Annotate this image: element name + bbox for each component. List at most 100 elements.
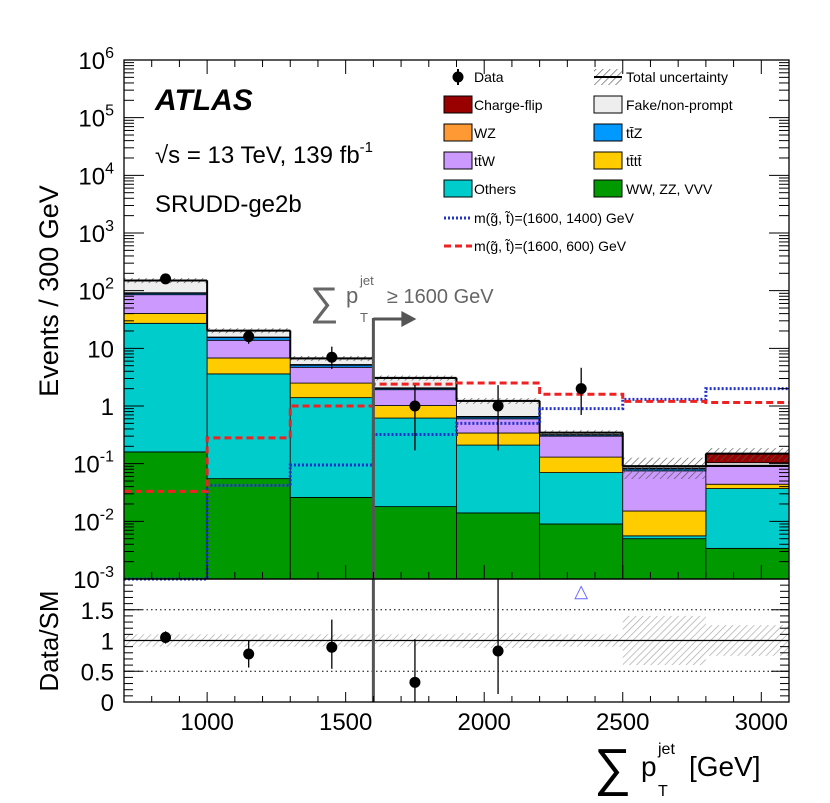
y-tick-exp-1: -2 [100,506,114,523]
energy-label: √s = 13 TeV, 139 fb-1 [155,139,373,169]
legend-signal1-label: m(g̃, t̃)=(1600, 1400) GeV [474,210,635,226]
ratio-reference-lines [124,609,789,672]
cut-sum: ∑ [310,280,339,324]
legend-tttt-label: tt̄tt̄ [626,153,642,169]
uncertainty-bin-6 [622,457,706,479]
bar-1-7 [705,488,790,549]
legend-fake-label: Fake/non-prompt [626,97,733,113]
bar-0-4 [456,512,541,580]
bar-1-6 [622,535,707,540]
y-tick-base-3: 1 [101,394,114,421]
y-tick-base-2: 10 [73,452,100,479]
ratio-offscale-marker: △ [574,581,588,601]
legend-wz-swatch [443,123,473,142]
y-tick-exp-7: 4 [105,160,114,177]
bar-2-6 [622,510,707,537]
y-tick-base-1: 10 [73,509,100,536]
y-tick-base-4: 10 [87,336,114,363]
cut-annotation: ∑ p jet T ≥ 1600 GeV [310,273,494,325]
data-point-3 [409,400,421,412]
x-title-unit: [GeV] [689,751,761,782]
bar-0-3 [372,506,457,580]
ratio-y-axis-label: Data/SM [34,590,64,691]
energy-superscript: -1 [360,139,373,156]
cut-text: ≥ 1600 GeV [387,286,494,308]
x-axis-title: ∑ p jet T [GeV] [594,739,761,800]
y-tick-label-8: 105 [78,103,114,133]
bar-0-5 [539,523,624,580]
legend-ttz-label: tt̄Z [626,125,643,141]
signal-lines [124,381,789,581]
bar-1-0 [123,322,208,453]
y-tick-label-9: 106 [78,45,114,75]
x-tick-label-0: 1000 [180,709,233,736]
ratio-tick-label-3: 1.5 [81,598,114,625]
data-point-1 [243,331,255,343]
legend-chargeflip-label: Charge-flip [474,97,543,113]
x-tick-labels: 1000 1500 2000 2500 3000 [180,709,788,736]
cut-sub: T [360,310,368,325]
legend-fake-swatch [593,95,623,114]
y-tick-exp-5: 2 [105,276,114,293]
bar-0-1 [206,478,291,580]
y-tick-label-5: 102 [78,276,114,306]
bar-0-6 [622,538,707,580]
y-tick-exp-6: 3 [105,218,114,235]
signal-line-1 [124,381,789,493]
bar-1-5 [539,472,624,525]
x-tick-label-4: 3000 [735,709,788,736]
ratio-point-3 [409,676,421,688]
legend: Data Total uncertainty Charge-flip Fake/… [443,69,733,254]
y-tick-base-7: 10 [78,163,105,190]
ratio-point-4 [492,645,504,657]
ratio-point-2 [326,641,338,653]
data-point-5 [575,383,587,395]
data-points [160,273,587,451]
y-tick-base-6: 10 [78,221,105,248]
data-point-2 [326,351,338,363]
ratio-tick-label-0: 0 [101,690,114,717]
legend-vv-swatch [593,179,623,198]
cut-sup: jet [359,273,374,288]
bar-1-4 [456,444,541,514]
y-tick-label-1: 10-2 [73,506,114,536]
legend-others-label: Others [474,181,516,197]
bar-3-5 [539,435,624,458]
x-tick-label-2: 2000 [458,709,511,736]
bar-2-1 [206,357,291,375]
legend-ttw-label: tt̄W [474,153,496,169]
legend-signal2-label: m(g̃, t̃)=(1600, 600) GeV [474,238,627,254]
legend-others-swatch [443,179,473,198]
axes-frame [123,59,790,703]
ratio-tick-label-2: 1 [101,629,114,656]
y-tick-exp-8: 5 [105,103,114,120]
y-tick-base-0: 10 [73,567,100,594]
bar-2-7 [705,483,790,489]
ratio-point-0 [160,631,172,643]
x-title-sup: jet [657,741,675,758]
y-axis-label: Events / 300 GeV [34,185,64,397]
x-title-p: p [641,751,657,782]
y-tick-base-5: 10 [78,279,105,306]
x-tick-label-1: 1500 [319,709,372,736]
x-title-sum: ∑ [594,739,631,797]
data-point-4 [492,400,504,412]
y-tick-exp-0: -3 [100,564,114,581]
data-point-0 [160,273,172,285]
y-tick-base-8: 10 [78,106,105,133]
legend-chargeflip-swatch [443,95,473,114]
y-tick-label-3: 1 [101,394,114,421]
legend-data-label: Data [474,69,504,85]
bar-2-5 [539,456,624,473]
legend-ttz-swatch [593,123,623,142]
y-tick-exp-9: 6 [105,45,114,62]
cut-line [371,311,417,702]
y-tick-exp-2: -1 [100,449,114,466]
x-tick-label-3: 2500 [596,709,649,736]
y-tick-base-9: 10 [78,48,105,75]
ratio-point-1 [243,648,255,660]
atlas-label: ATLAS [154,84,253,117]
y-tick-label-7: 104 [78,160,114,190]
